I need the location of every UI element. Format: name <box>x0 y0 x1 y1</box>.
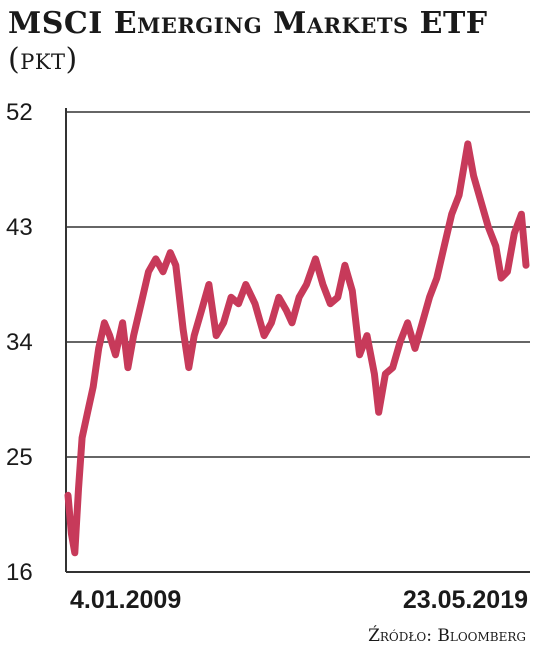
gridlines <box>66 111 530 458</box>
y-tick-label: 43 <box>6 214 33 241</box>
x-tick-labels: 4.01.2009 23.05.2019 <box>70 586 528 614</box>
y-tick-label: 52 <box>6 99 33 126</box>
chart-subtitle: (pkt) <box>8 42 78 77</box>
y-tick-label: 16 <box>6 559 33 586</box>
y-tick-label: 25 <box>6 444 33 471</box>
chart-title: MSCI Emerging Markets ETF (pkt) <box>8 6 488 77</box>
x-start-label: 4.01.2009 <box>70 586 181 614</box>
source-note: Źródło: Bloomberg <box>368 626 526 646</box>
y-tick-labels: 52 43 34 25 16 <box>6 99 33 586</box>
series <box>64 140 530 557</box>
series-line <box>64 140 530 557</box>
y-tick-label: 34 <box>6 329 33 356</box>
x-end-label: 23.05.2019 <box>403 586 528 614</box>
